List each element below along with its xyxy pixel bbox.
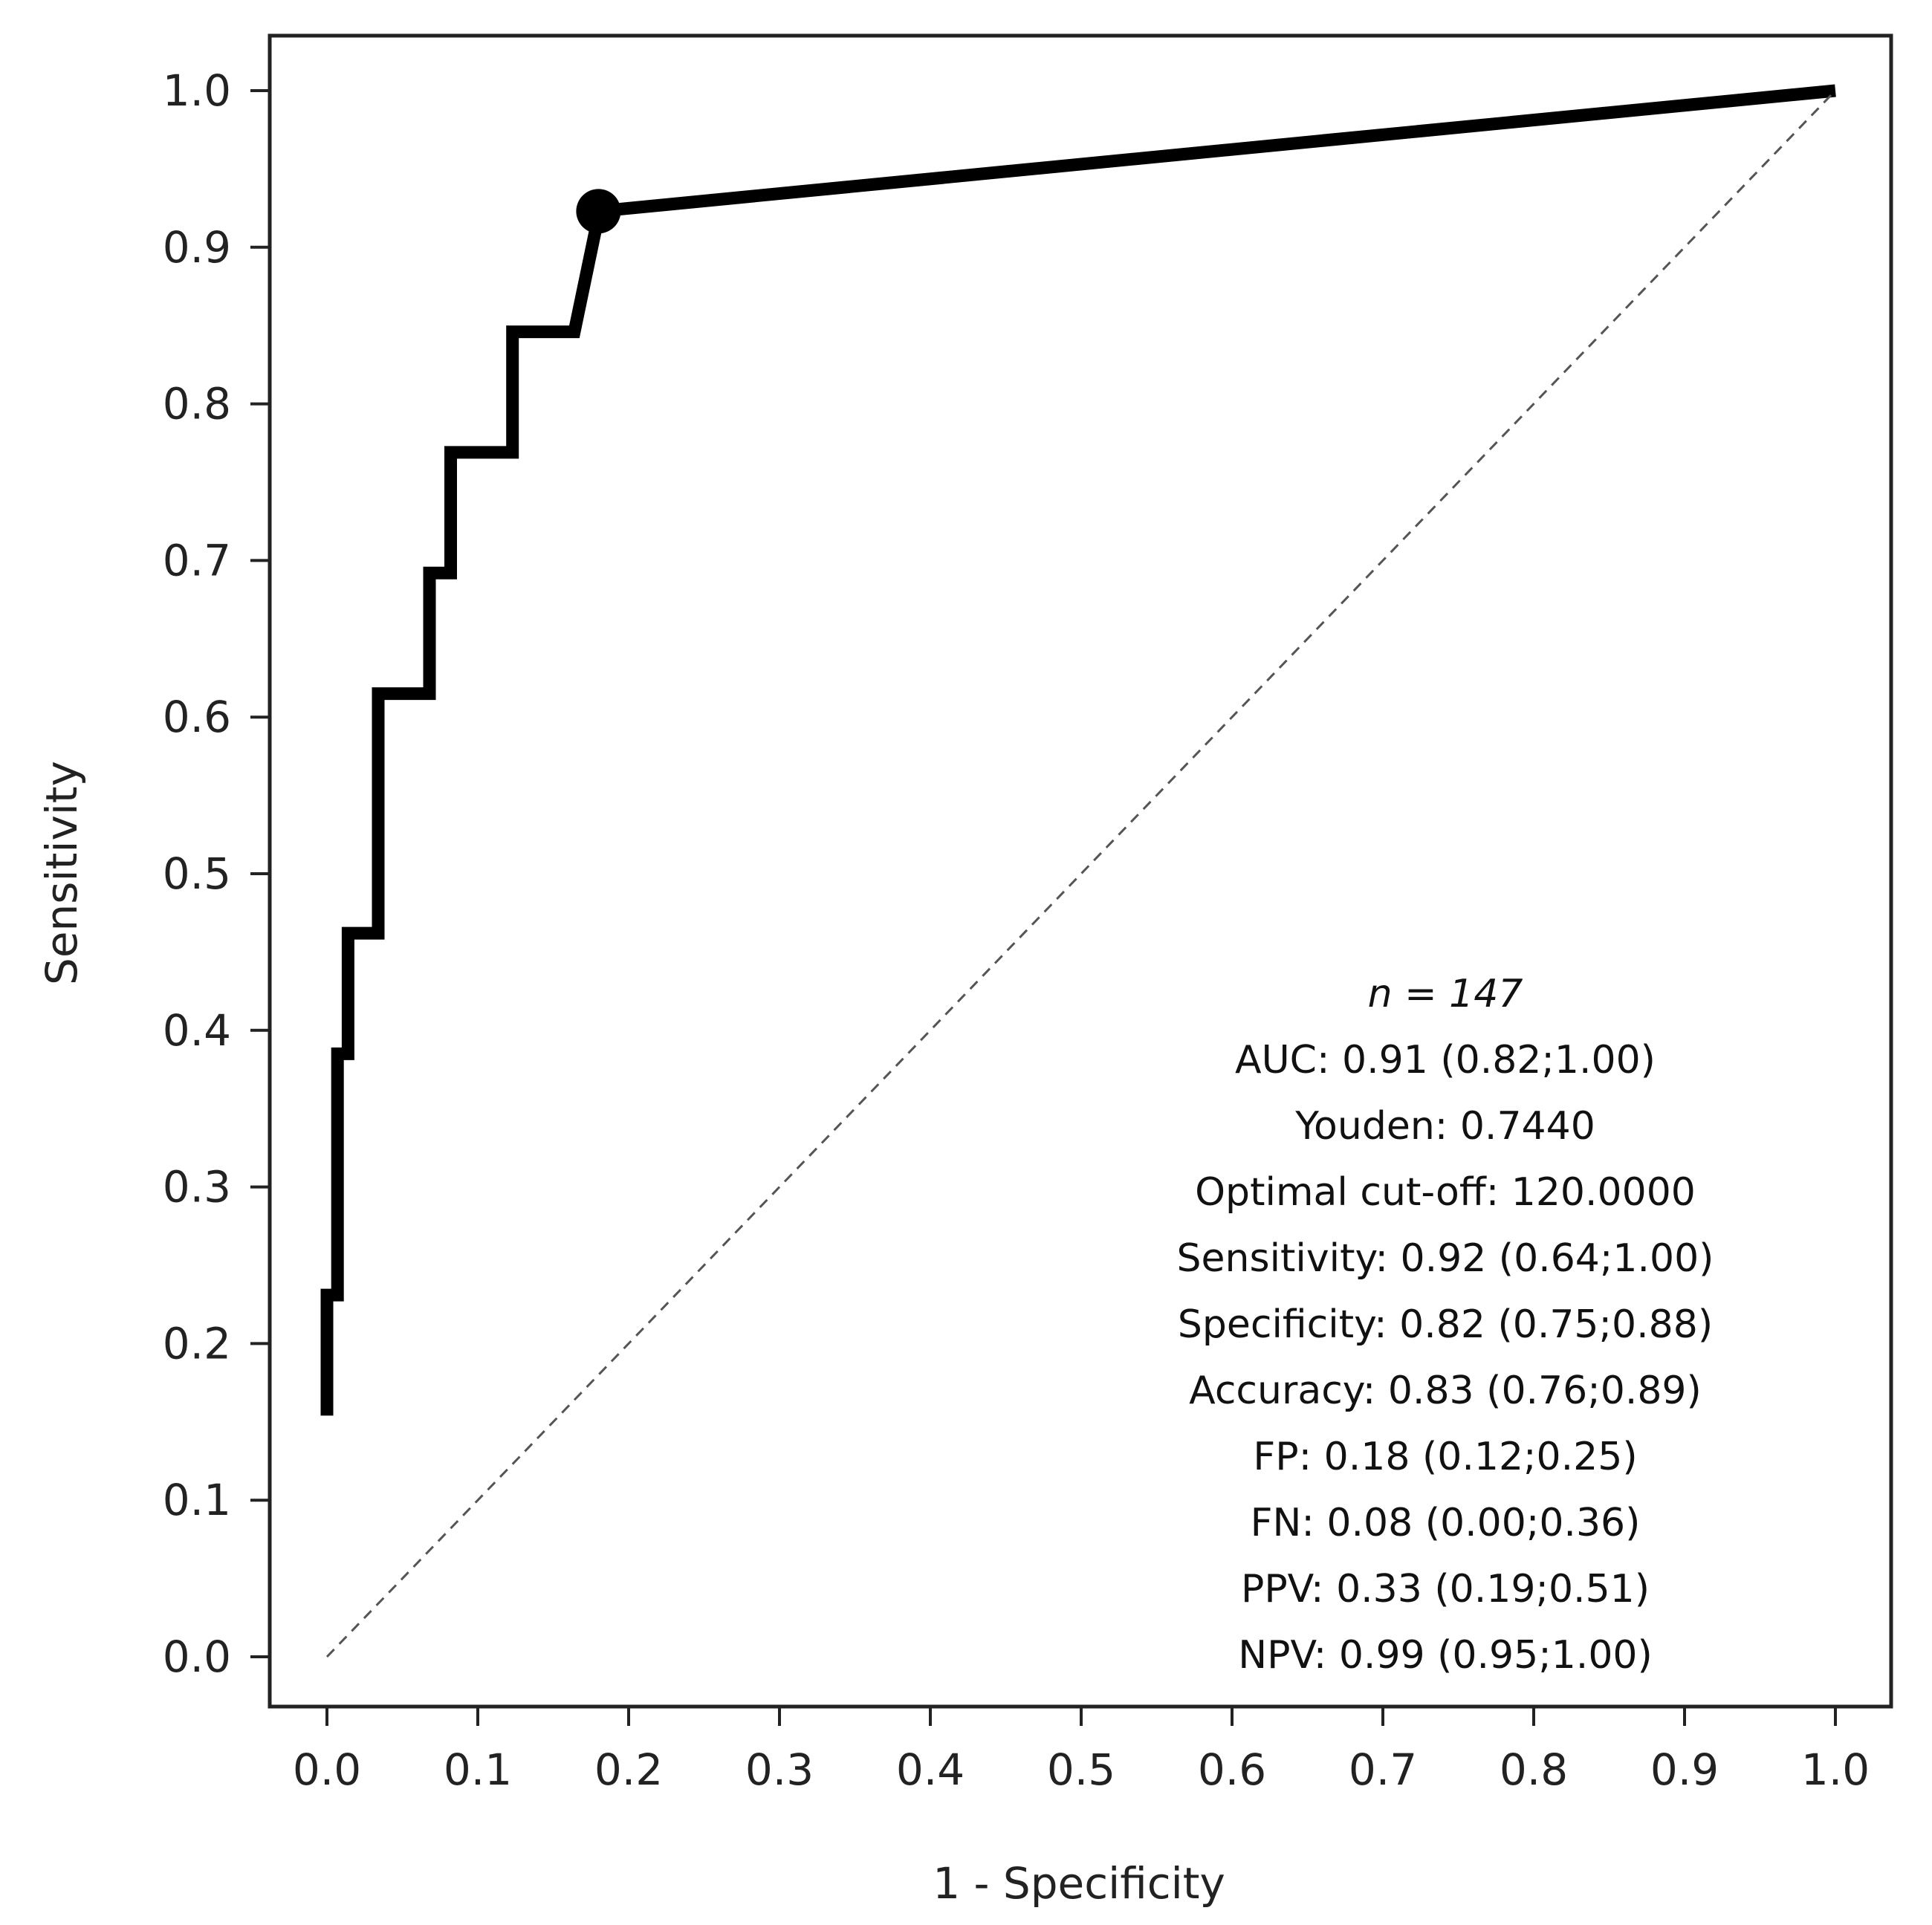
stats-youden: Youden: 0.7440 <box>1294 1104 1595 1149</box>
x-axis-title: 1 - Specificity <box>933 1858 1225 1909</box>
x-tick-label: 0.5 <box>1047 1744 1115 1795</box>
y-tick-label: 0.4 <box>163 1005 231 1056</box>
x-tick-label: 0.3 <box>745 1744 814 1795</box>
x-tick-label: 1.0 <box>1801 1744 1870 1795</box>
stats-n: n = 147 <box>1368 972 1523 1016</box>
x-tick-label: 0.9 <box>1650 1744 1719 1795</box>
stats-fn: FN: 0.08 (0.00;0.36) <box>1251 1501 1641 1545</box>
x-tick-label: 0.7 <box>1349 1744 1417 1795</box>
stats-npv: NPV: 0.99 (0.95;1.00) <box>1238 1633 1653 1678</box>
y-axis-title: Sensitivity <box>36 761 87 985</box>
stats-annotation: n = 147 AUC: 0.91 (0.82;1.00) Youden: 0.… <box>1177 972 1714 1678</box>
x-tick-label: 0.2 <box>594 1744 663 1795</box>
y-axis: 0.0 0.1 0.2 0.3 0.4 0.5 0.6 0.7 0.8 0.9 1.0 <box>163 65 270 1682</box>
y-tick-label: 0.7 <box>163 535 231 585</box>
x-tick-label: 0.0 <box>293 1744 361 1795</box>
x-tick-label: 0.8 <box>1500 1744 1568 1795</box>
stats-cutoff: Optimal cut-off: 120.0000 <box>1195 1170 1696 1215</box>
x-axis: 0.0 0.1 0.2 0.3 0.4 0.5 0.6 0.7 0.8 0.9 1.0 <box>293 1707 1870 1795</box>
y-tick-label: 0.5 <box>163 848 231 899</box>
stats-sensitivity: Sensitivity: 0.92 (0.64;1.00) <box>1177 1236 1714 1281</box>
y-tick-label: 0.3 <box>163 1162 231 1213</box>
stats-fp: FP: 0.18 (0.12;0.25) <box>1253 1435 1637 1479</box>
roc-curve-line <box>320 84 1836 1416</box>
y-tick-label: 0.9 <box>163 222 231 273</box>
y-tick-label: 0.8 <box>163 379 231 429</box>
plot-frame <box>268 33 1893 1709</box>
y-tick-label: 1.0 <box>163 65 231 116</box>
x-tick-label: 0.4 <box>896 1744 965 1795</box>
stats-auc: AUC: 0.91 (0.82;1.00) <box>1235 1038 1656 1082</box>
reference-diagonal-line <box>325 89 1837 1658</box>
y-tick-label: 0.6 <box>163 692 231 742</box>
x-tick-label: 0.1 <box>444 1744 512 1795</box>
series-layer <box>320 84 1837 1658</box>
y-tick-label: 0.0 <box>163 1632 231 1682</box>
stats-specificity: Specificity: 0.82 (0.75;0.88) <box>1178 1302 1713 1347</box>
stats-ppv: PPV: 0.33 (0.19;0.51) <box>1241 1567 1650 1611</box>
stats-accuracy: Accuracy: 0.83 (0.76;0.89) <box>1189 1369 1702 1413</box>
y-tick-label: 0.1 <box>163 1475 231 1525</box>
y-tick-label: 0.2 <box>163 1318 231 1369</box>
x-tick-label: 0.6 <box>1198 1744 1266 1795</box>
optimal-cutoff-point <box>576 189 621 234</box>
